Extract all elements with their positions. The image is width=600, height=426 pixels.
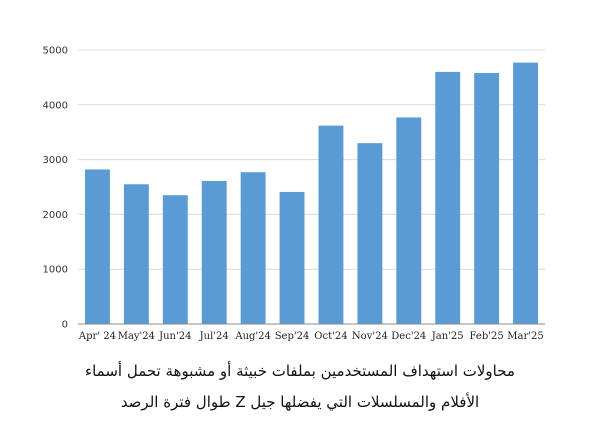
x-tick-label: Oct'24 <box>314 331 347 342</box>
y-tick-label: 4000 <box>43 100 68 111</box>
x-tick-label: Nov'24 <box>352 331 388 342</box>
bars <box>85 62 538 325</box>
y-tick-labels: 0 1000 2000 3000 4000 5000 <box>43 46 68 331</box>
x-tick-label: Jan'25 <box>431 331 464 342</box>
caption-line-1: محاولات استهداف المستخدمين بملفات خبيثة … <box>85 362 515 380</box>
bar-5 <box>279 191 305 324</box>
bar-10 <box>474 73 500 325</box>
bar-8 <box>396 117 422 325</box>
x-tick-labels: Apr' 24 May'24 Jun'24 Jul'24 Aug'24 Sep'24 Oct… <box>78 331 544 342</box>
x-tick-label: Apr' 24 <box>78 331 116 342</box>
x-tick-label: Jun'24 <box>158 331 191 342</box>
y-tick-label: 3000 <box>43 155 68 166</box>
bar-9 <box>435 71 461 324</box>
y-tick-label: 5000 <box>43 46 68 57</box>
bar-0 <box>85 169 110 324</box>
y-tick-label: 0 <box>62 320 68 331</box>
bar-6 <box>318 125 344 325</box>
x-tick-label: May'24 <box>118 331 155 342</box>
bar-11 <box>513 62 538 324</box>
x-tick-label: Aug'24 <box>234 331 271 342</box>
x-tick-label: Dec'24 <box>391 331 426 342</box>
x-tick-label: Feb'25 <box>470 331 504 342</box>
bar-7 <box>357 143 383 324</box>
y-tick-label: 1000 <box>43 265 68 276</box>
bar-chart: 0 1000 2000 3000 4000 5000 Apr' 24 May'24 Jun'2… <box>43 46 545 342</box>
bar-1 <box>123 184 149 324</box>
y-tick-label: 2000 <box>43 210 68 221</box>
bar-2 <box>162 195 188 324</box>
caption-line-2: الأفلام والمسلسلات التي يفضلها جيل Z طوا… <box>120 393 480 411</box>
bar-4 <box>240 172 266 324</box>
grid-lines <box>78 49 545 270</box>
bar-3 <box>201 180 227 324</box>
x-tick-label: Mar'25 <box>507 331 543 342</box>
x-tick-label: Jul'24 <box>199 331 229 342</box>
x-tick-label: Sep'24 <box>275 331 310 342</box>
